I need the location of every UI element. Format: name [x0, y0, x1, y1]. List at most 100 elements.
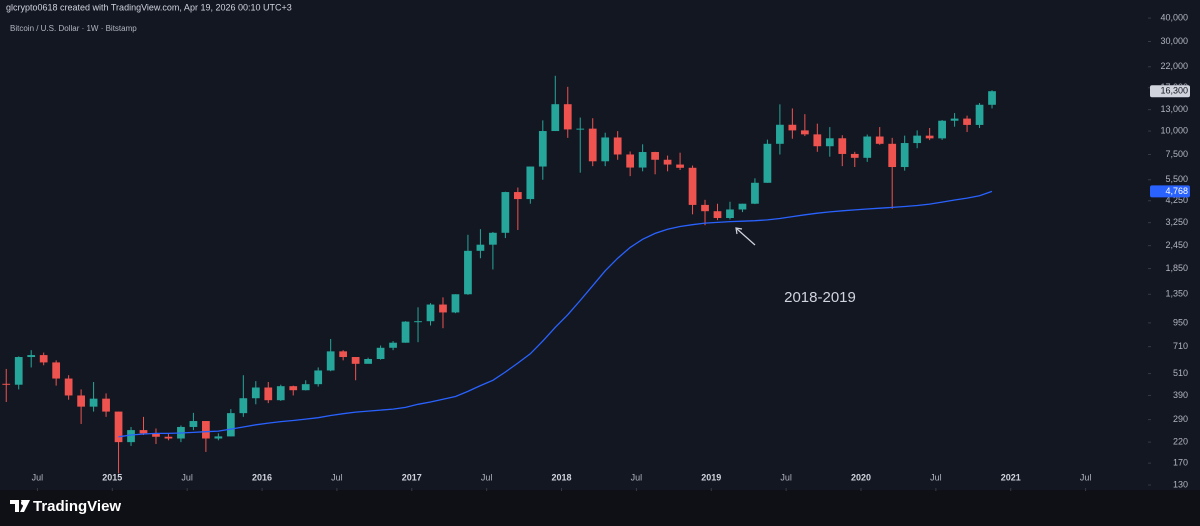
- x-tick-label: 2015: [102, 472, 122, 482]
- arrow-shaft: [736, 228, 756, 246]
- candle-body: [264, 387, 273, 401]
- candle-body: [89, 398, 98, 407]
- candle-body: [501, 192, 510, 233]
- y-tick-label: 40,000: [1160, 12, 1188, 22]
- candle-body: [875, 136, 884, 144]
- x-tick-label: Jul: [181, 472, 193, 482]
- candle-body: [239, 398, 248, 414]
- candle-body: [850, 153, 859, 158]
- candle-body: [64, 378, 73, 396]
- y-tick-label: 220: [1173, 437, 1188, 447]
- candle-body: [576, 128, 585, 130]
- x-tick-label: 2016: [252, 472, 272, 482]
- candle-body: [551, 104, 560, 132]
- x-tick-label: 2020: [851, 472, 871, 482]
- x-tick-label: Jul: [780, 472, 792, 482]
- candle-body: [139, 430, 148, 434]
- candle-body: [538, 131, 547, 167]
- candle-body: [913, 135, 922, 144]
- candle-body: [464, 250, 472, 295]
- candle-body: [14, 357, 23, 385]
- y-tick-label: 4,250: [1165, 195, 1188, 205]
- y-tick-label: 390: [1173, 390, 1188, 400]
- y-tick-label: 950: [1173, 317, 1188, 327]
- chart-title: Bitcoin / U.S. Dollar · 1W · Bitstamp: [10, 24, 137, 33]
- candle-body: [988, 91, 996, 105]
- candle-body: [588, 128, 597, 162]
- y-tick-label: 170: [1173, 458, 1188, 468]
- x-tick-label: Jul: [631, 472, 643, 482]
- candle-body: [688, 167, 697, 205]
- candle-body: [626, 154, 635, 168]
- y-tick-label: 13,000: [1160, 104, 1188, 114]
- candle-body: [613, 137, 622, 155]
- arrow-head: [735, 227, 743, 235]
- y-tick-label: 710: [1173, 341, 1188, 351]
- candle-body: [975, 104, 984, 125]
- candle-body: [713, 211, 722, 219]
- y-tick-label: 130: [1173, 479, 1188, 489]
- candle-body: [938, 120, 946, 139]
- candle-body: [301, 384, 310, 391]
- moving-average-line: [118, 190, 993, 438]
- candle-body: [663, 159, 672, 165]
- candle-body: [738, 203, 747, 210]
- candle-body: [888, 143, 897, 168]
- candle-body: [476, 244, 485, 251]
- x-tick-label: 2018: [552, 472, 572, 482]
- candle-body: [314, 370, 323, 385]
- candle-body: [376, 347, 385, 360]
- candle-body: [701, 204, 709, 212]
- y-tick-label: 510: [1173, 368, 1188, 378]
- brand-logo: TradingView: [10, 498, 121, 515]
- candle-body: [788, 124, 797, 131]
- candle-body: [489, 232, 497, 245]
- y-tick-label: 22,000: [1160, 61, 1188, 71]
- y-tick-label: 1,350: [1165, 289, 1188, 299]
- candle-body: [127, 430, 135, 443]
- footer-bar: [0, 490, 1200, 526]
- candle-body: [925, 135, 934, 139]
- candle-body: [800, 130, 809, 135]
- y-tick-label: 1,850: [1165, 263, 1188, 273]
- candle-body: [676, 164, 684, 168]
- candle-body: [825, 138, 834, 147]
- candle-body: [276, 386, 285, 401]
- candle-body: [513, 192, 522, 200]
- candle-body: [251, 387, 260, 399]
- y-tick-label: 290: [1173, 414, 1188, 424]
- candle-body: [838, 138, 847, 154]
- brand-icon-dot: [21, 501, 25, 505]
- candle-body: [289, 386, 298, 391]
- candle-body: [102, 398, 110, 412]
- candle-body: [214, 436, 223, 439]
- candle-body: [963, 118, 971, 125]
- candle-body: [451, 294, 460, 313]
- price-label-box: [1150, 85, 1190, 98]
- candle-body: [563, 104, 572, 130]
- candle-body: [863, 136, 872, 158]
- x-tick-label: Jul: [32, 472, 44, 482]
- caption: glcrypto0618 created with TradingView.co…: [6, 2, 292, 12]
- price-label-box: [1150, 185, 1190, 198]
- x-tick-label: Jul: [331, 472, 343, 482]
- candle-body: [326, 351, 335, 371]
- brand-name: TradingView: [33, 498, 121, 515]
- candle-body: [77, 395, 85, 407]
- candle-body: [900, 143, 909, 168]
- candle-body: [27, 355, 36, 358]
- candle-body: [763, 143, 772, 183]
- y-tick-label: 7,500: [1165, 149, 1188, 159]
- x-tick-label: 2017: [402, 472, 422, 482]
- candle-body: [2, 383, 11, 385]
- candle-body: [651, 152, 659, 160]
- y-tick-label: 2,450: [1165, 240, 1188, 250]
- candle-body: [751, 182, 759, 204]
- candle-body: [601, 137, 610, 162]
- x-tick-label: Jul: [1080, 472, 1092, 482]
- x-tick-label: 2021: [1001, 472, 1021, 482]
- candle-body: [414, 321, 422, 323]
- annotation-arrow: [735, 227, 756, 246]
- candle-body: [950, 118, 959, 121]
